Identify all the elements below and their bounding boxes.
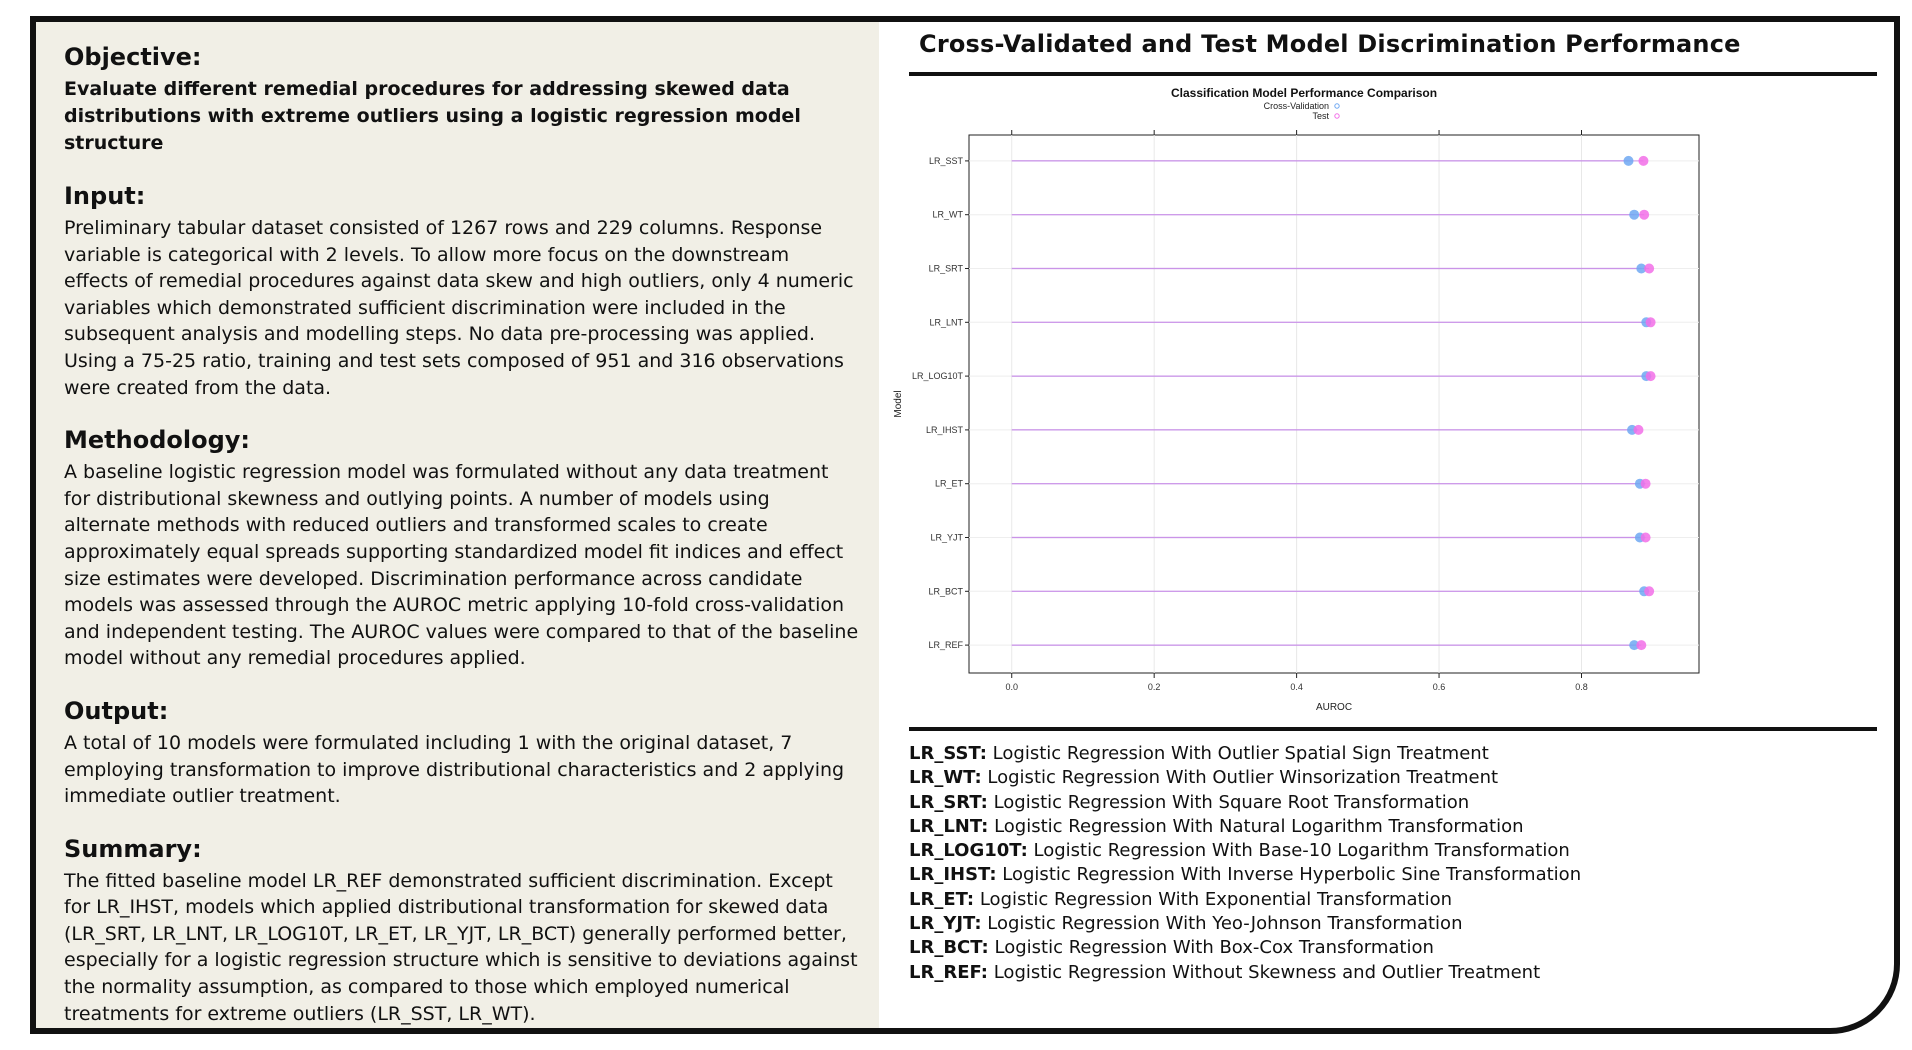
objective-title: Objective: (64, 43, 202, 71)
x-tick-label: 0.4 (1290, 682, 1303, 692)
auroc-dot-chart: Classification Model Performance Compari… (893, 86, 1700, 713)
legend-marker (1334, 103, 1340, 109)
data-point (1640, 478, 1651, 489)
data-point (1644, 263, 1655, 274)
x-tick-label: 0.2 (1148, 682, 1161, 692)
legend-label: Cross-Validation (1264, 101, 1329, 111)
description-panel: Objective: Evaluate different remedial p… (36, 22, 879, 1028)
y-tick-label: LR_YJT (930, 533, 963, 543)
input-section: Input: Preliminary tabular dataset consi… (64, 181, 859, 401)
abbreviation-row: LR_YJT: Logistic Regression With Yeo-Joh… (909, 912, 1581, 936)
abbreviation-row: LR_SST: Logistic Regression With Outlier… (909, 742, 1581, 766)
y-tick-label: LR_SST (929, 156, 964, 166)
y-tick-label: LR_WT (932, 210, 963, 220)
y-tick-label: LR_LNT (929, 317, 963, 327)
output-section: Output: A total of 10 models were formul… (64, 696, 859, 810)
abbreviation-row: LR_IHST: Logistic Regression With Invers… (909, 863, 1581, 887)
data-point (1629, 209, 1640, 220)
data-point (1636, 640, 1647, 651)
x-tick-label: 0.8 (1575, 682, 1588, 692)
data-point (1638, 155, 1649, 166)
abbreviation-key: LR_YJT: (909, 913, 982, 935)
output-text: A total of 10 models were formulated inc… (64, 731, 845, 808)
data-point (1645, 371, 1656, 382)
abbreviation-description: Logistic Regression With Yeo-Johnson Tra… (981, 913, 1463, 935)
methodology-title: Methodology: (64, 426, 251, 455)
abbreviation-row: LR_REF: Logistic Regression Without Skew… (909, 961, 1581, 985)
abbreviation-key: LR_LOG10T: (909, 840, 1028, 862)
abbreviation-key: LR_REF: (909, 961, 988, 983)
y-axis-label: Model (893, 390, 904, 417)
abbreviation-description: Logistic Regression With Outlier Winsori… (981, 767, 1499, 789)
data-point (1629, 640, 1640, 651)
x-tick-label: 0.6 (1433, 682, 1446, 692)
chart-panel: Cross-Validated and Test Model Discrimin… (879, 22, 1894, 1028)
abbreviation-row: LR_LOG10T: Logistic Regression With Base… (909, 839, 1581, 863)
y-tick-label: LR_ET (935, 479, 964, 489)
abbreviation-key: LR_ET: (909, 888, 975, 910)
methodology-section: Methodology: A baseline logistic regress… (64, 425, 859, 672)
abbreviation-description: Logistic Regression Without Skewness and… (988, 961, 1541, 983)
abbreviation-description: Logistic Regression With Square Root Tra… (987, 791, 1470, 813)
abbreviation-description: Logistic Regression With Box-Cox Transfo… (988, 937, 1434, 959)
data-point (1645, 317, 1656, 328)
chart-rule (909, 727, 1877, 731)
summary-text: The fitted baseline model LR_REF demonst… (64, 869, 858, 1025)
input-title: Input: (64, 182, 146, 210)
summary-title: Summary: (64, 834, 202, 863)
methodology-text: A baseline logistic regression model was… (64, 461, 859, 670)
data-point (1644, 586, 1655, 597)
chart-title: Classification Model Performance Compari… (1171, 86, 1437, 100)
panel-title: Cross-Validated and Test Model Discrimin… (919, 30, 1741, 58)
abbreviation-key: LR_IHST: (909, 864, 997, 886)
abbreviation-row: LR_SRT: Logistic Regression With Square … (909, 791, 1581, 815)
abbreviation-list: LR_SST: Logistic Regression With Outlier… (909, 742, 1581, 985)
output-title: Output: (64, 696, 169, 725)
abbreviation-description: Logistic Regression With Outlier Spatial… (986, 743, 1489, 764)
abbreviation-description: Logistic Regression With Natural Logarit… (988, 815, 1524, 837)
y-tick-label: LR_IHST (926, 425, 964, 435)
data-point (1640, 532, 1651, 543)
plot-area (968, 134, 1700, 674)
y-tick-label: LR_LOG10T (912, 371, 964, 381)
abbreviation-row: LR_LNT: Logistic Regression With Natural… (909, 815, 1581, 839)
abbreviation-description: Logistic Regression With Base-10 Logarit… (1027, 840, 1570, 862)
data-point (1633, 424, 1644, 435)
y-tick-label: LR_SRT (929, 264, 964, 274)
input-text: Preliminary tabular dataset consisted of… (64, 217, 854, 399)
x-tick-label: 0.0 (1005, 682, 1018, 692)
abbreviation-row: LR_BCT: Logistic Regression With Box-Cox… (909, 936, 1581, 960)
summary-section: Summary: The fitted baseline model LR_RE… (64, 834, 859, 1028)
objective-section: Objective: Evaluate different remedial p… (64, 42, 859, 157)
abbreviation-key: LR_WT: (909, 767, 982, 789)
page-frame: Objective: Evaluate different remedial p… (30, 16, 1900, 1034)
title-rule (909, 72, 1877, 76)
abbreviation-key: LR_SRT: (909, 791, 988, 813)
abbreviation-row: LR_WT: Logistic Regression With Outlier … (909, 766, 1581, 790)
data-point (1639, 209, 1650, 220)
abbreviation-key: LR_BCT: (909, 937, 989, 959)
data-point (1623, 155, 1634, 166)
objective-text: Evaluate different remedial procedures f… (64, 78, 801, 154)
legend-marker (1334, 113, 1340, 119)
abbreviation-key: LR_SST: (909, 743, 987, 764)
abbreviation-description: Logistic Regression With Inverse Hyperbo… (996, 864, 1582, 886)
legend-label: Test (1312, 111, 1329, 121)
x-axis-label: AUROC (1316, 702, 1352, 713)
y-tick-label: LR_BCT (928, 586, 963, 596)
y-tick-label: LR_REF (928, 640, 963, 650)
data-point (1636, 263, 1647, 274)
abbreviation-key: LR_LNT: (909, 815, 989, 837)
abbreviation-row: LR_ET: Logistic Regression With Exponent… (909, 888, 1581, 912)
abbreviation-description: Logistic Regression With Exponential Tra… (974, 888, 1453, 910)
